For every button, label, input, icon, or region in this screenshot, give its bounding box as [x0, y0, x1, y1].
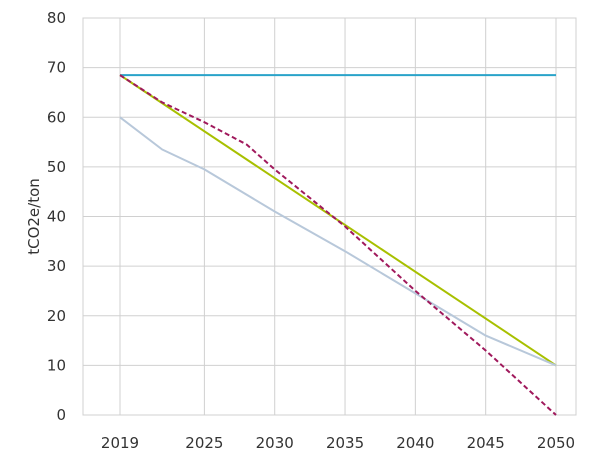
- series-line-4: [119, 74, 557, 416]
- y-tick-label: 70: [47, 59, 66, 77]
- x-tick-label: 2035: [326, 434, 364, 452]
- y-tick-label: 0: [56, 406, 66, 424]
- x-tick-label: 2045: [467, 434, 505, 452]
- series-line-3: [119, 116, 557, 367]
- grid: [82, 17, 577, 416]
- y-axis-label: tCO2e/ton: [25, 178, 43, 255]
- y-axis-tick-labels: 0 10 20 30 40 50 60 70 80: [47, 9, 66, 424]
- series-line-2: [119, 74, 557, 367]
- y-tick-label: 60: [47, 108, 66, 126]
- x-tick-label: 2050: [537, 434, 575, 452]
- x-tick-label: 2019: [101, 434, 139, 452]
- y-tick-label: 80: [47, 9, 66, 27]
- x-tick-label: 2030: [256, 434, 294, 452]
- x-tick-label: 2040: [396, 434, 434, 452]
- x-tick-label: 2025: [185, 434, 223, 452]
- y-tick-label: 20: [47, 307, 66, 325]
- series-lines: [119, 74, 557, 416]
- x-axis-tick-labels: 2019 2025 2030 2035 2040 2045 2050: [101, 434, 575, 452]
- y-tick-label: 30: [47, 257, 66, 275]
- y-tick-label: 50: [47, 158, 66, 176]
- y-tick-label: 40: [47, 208, 66, 226]
- y-tick-label: 10: [47, 356, 66, 374]
